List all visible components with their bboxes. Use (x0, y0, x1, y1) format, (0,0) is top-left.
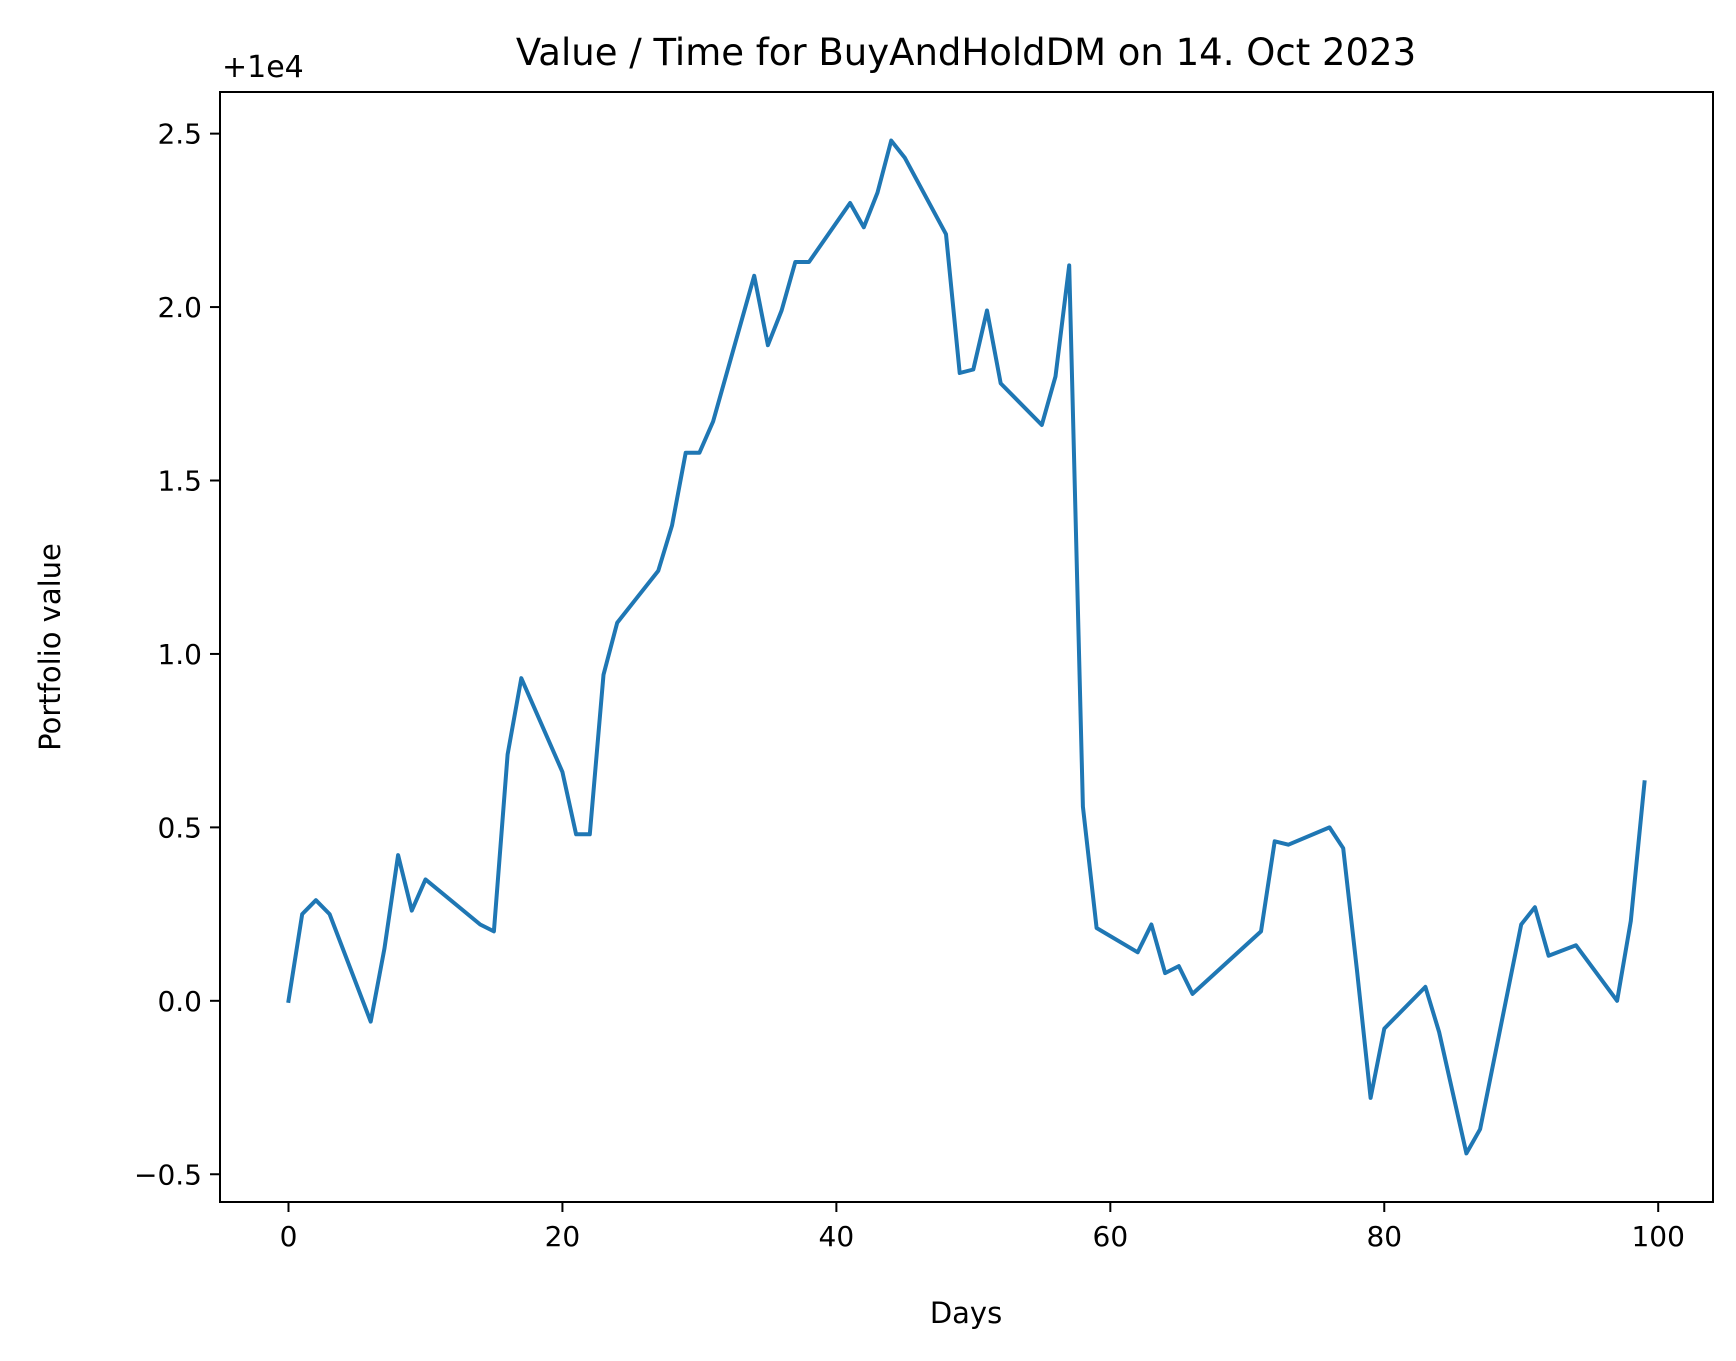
y-tick-label: 2.0 (157, 291, 202, 324)
y-tick-label: −0.5 (134, 1158, 202, 1191)
y-tick-label: 1.0 (157, 638, 202, 671)
y-axis-label: Portfolio value (33, 543, 67, 751)
x-tick-label: 40 (819, 1220, 855, 1253)
x-tick-label: 100 (1631, 1220, 1684, 1253)
y-axis: −0.5 0.0 0.5 1.0 1.5 2.0 2.5 (134, 118, 220, 1191)
series-layer (286, 138, 1647, 1156)
x-tick-label: 0 (280, 1220, 298, 1253)
chart-title: Value / Time for BuyAndHoldDM on 14. Oct… (516, 31, 1416, 74)
x-tick-label: 80 (1366, 1220, 1402, 1253)
y-tick-label: 0.5 (157, 811, 202, 844)
x-tick-label: 60 (1093, 1220, 1129, 1253)
y-tick-label: 2.5 (157, 118, 202, 151)
y-offset-text: +1e4 (222, 50, 304, 85)
series-line-0 (286, 138, 1647, 1156)
x-axis: 0 20 40 60 80 100 (280, 1202, 1685, 1253)
x-tick-label: 20 (545, 1220, 581, 1253)
plot-frame (219, 91, 1714, 1203)
y-tick-label: 0.0 (157, 985, 202, 1018)
x-axis-label: Days (930, 1296, 1002, 1330)
y-tick-label: 1.5 (157, 465, 202, 498)
